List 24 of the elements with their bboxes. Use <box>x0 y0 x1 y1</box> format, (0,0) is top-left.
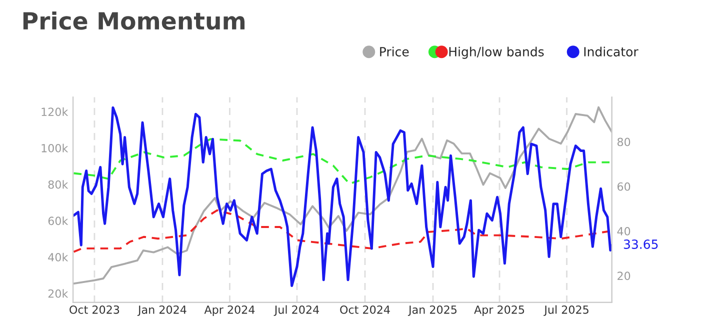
chart-title: Price Momentum <box>23 11 245 30</box>
legend-label: Indicator <box>584 46 638 56</box>
legend-label: High/low bands <box>449 46 544 59</box>
x-tick-label: Jul 2025 <box>544 305 588 316</box>
y-tick-label: 20k <box>48 289 68 298</box>
x-tick-label: Jan 2025 <box>408 305 456 316</box>
y2-tick-label: 40 <box>617 227 630 236</box>
y-tick-label: 60k <box>48 216 68 226</box>
x-tick-label: Oct 2024 <box>340 305 390 314</box>
y-tick-label: 120k <box>42 107 68 116</box>
legend-label: Price <box>380 46 409 56</box>
x-tick-label: Apr 2025 <box>474 305 524 316</box>
x-tick-label: Oct 2023 <box>70 305 120 314</box>
y2-tick-label: 60 <box>618 182 630 191</box>
text: 33.65 <box>624 240 658 249</box>
x-tick-label: Jan 2024 <box>137 305 186 316</box>
y2-tick-label: 80 <box>617 138 630 146</box>
y-tick-label: 80k <box>48 180 68 189</box>
x-tick-label: Apr 2024 <box>204 305 255 316</box>
line-series <box>73 138 612 185</box>
y2-tick-label: 20 <box>618 272 630 280</box>
x-tick-label: Jul 2024 <box>274 305 319 316</box>
y-tick-label: 100k <box>42 144 68 152</box>
y-tick-label: 40k <box>48 252 68 262</box>
